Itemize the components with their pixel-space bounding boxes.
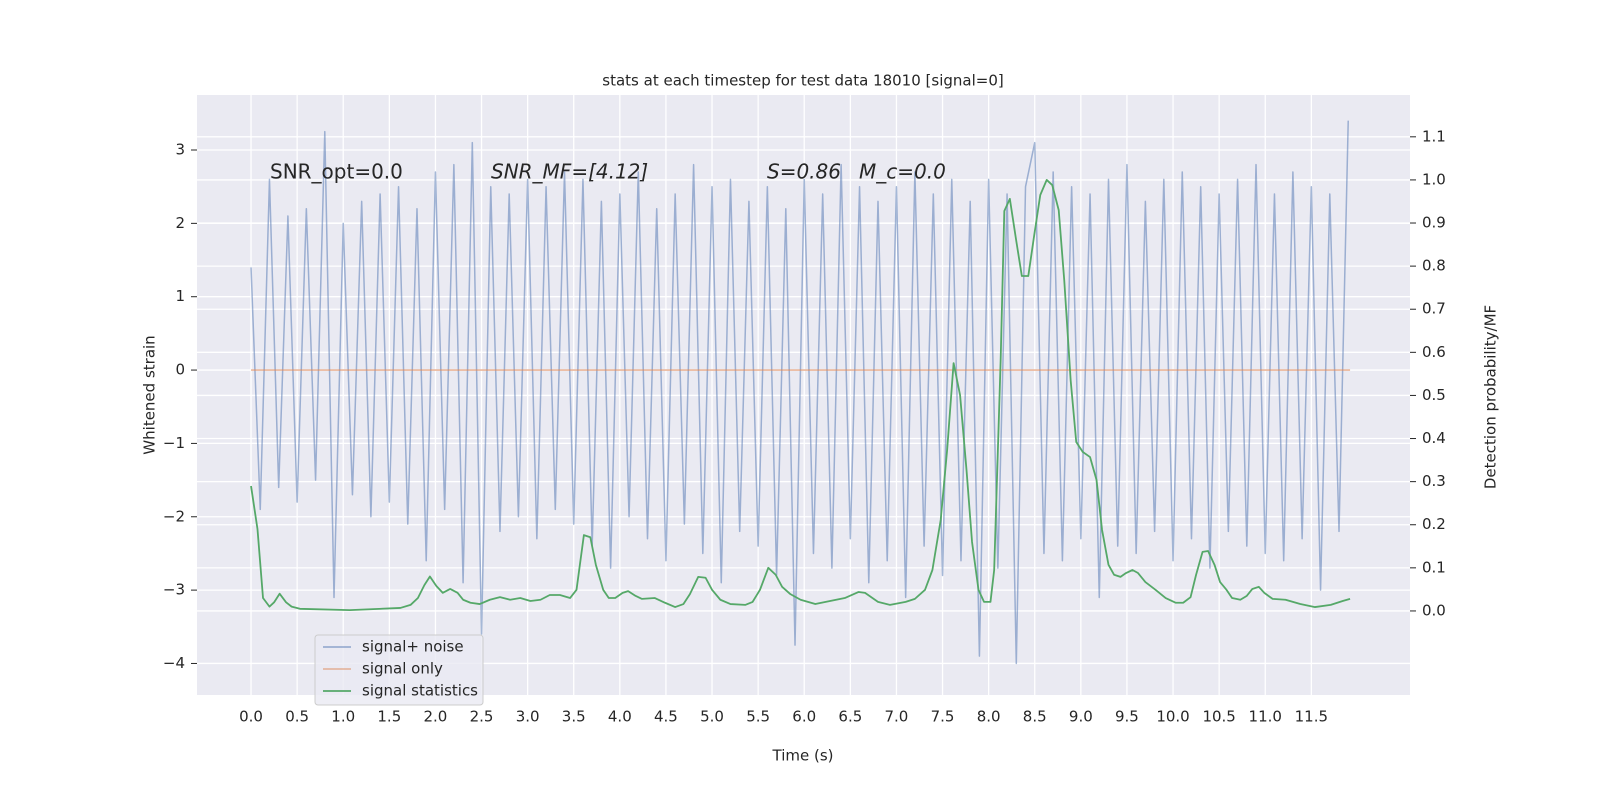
x-tick-label: 1.5 xyxy=(377,708,401,726)
x-tick-label: 4.5 xyxy=(654,708,678,726)
labels: 0.0 0.5 1.0 1.5 2.0 2.5 3.0 3.5 4.0 4.5 5.0 5.5 6.0 6… xyxy=(163,127,1446,725)
x-tick-label: 10.5 xyxy=(1202,708,1235,726)
legend: signal+ noise signal only signal statistic… xyxy=(314,634,484,706)
x-tick-label: 8.0 xyxy=(977,708,1001,726)
y-tick-label: 2 xyxy=(175,214,185,232)
series-line xyxy=(250,179,1351,611)
chart-title: stats at each timestep for test data 180… xyxy=(602,72,1003,90)
y2-tick-label: 0.8 xyxy=(1422,257,1446,275)
x-tick-label: 1.0 xyxy=(331,708,355,726)
x-tick-label: 5.5 xyxy=(746,708,770,726)
y2-tick-label: 0.1 xyxy=(1422,558,1446,576)
y2-tick-label: 0.3 xyxy=(1422,472,1446,490)
y2-tick-label: 0.4 xyxy=(1422,429,1446,447)
y-tick-label: −1 xyxy=(163,434,185,452)
y2-tick-label: 1.0 xyxy=(1422,170,1446,188)
x-tick-label: 2.5 xyxy=(470,708,494,726)
y-axis-label: Whitened strain xyxy=(141,335,159,454)
y-tick-label: −3 xyxy=(163,581,185,599)
y2-axis-label: Detection probability/MF xyxy=(1482,305,1500,489)
annotation: S=0.86 xyxy=(767,160,841,184)
series-line xyxy=(250,120,1349,665)
x-tick-label: 7.5 xyxy=(931,708,955,726)
x-tick-label: 7.0 xyxy=(885,708,909,726)
legend-label: signal+ noise xyxy=(362,638,464,656)
annotation: SNR_opt=0.0 xyxy=(270,160,403,184)
x-tick-label: 11.0 xyxy=(1249,708,1282,726)
y-tick-label: 1 xyxy=(175,287,185,305)
x-tick-label: 11.5 xyxy=(1295,708,1328,726)
legend-label: signal statistics xyxy=(362,682,478,700)
y2-tick-label: 0.0 xyxy=(1422,601,1446,619)
x-tick-label: 9.0 xyxy=(1069,708,1093,726)
x-tick-label: 6.0 xyxy=(792,708,816,726)
annotation: SNR_MF=[4.12] xyxy=(491,160,648,184)
legend-label: signal only xyxy=(362,660,443,678)
x-tick-label: 9.5 xyxy=(1115,708,1139,726)
x-tick-label: 3.5 xyxy=(562,708,586,726)
y-tick-label: 0 xyxy=(175,361,185,379)
legend-box xyxy=(314,634,484,706)
y2-tick-label: 0.2 xyxy=(1422,515,1446,533)
y2-tick-label: 0.6 xyxy=(1422,343,1446,361)
y2-tick-label: 0.5 xyxy=(1422,386,1446,404)
x-tick-label: 5.0 xyxy=(700,708,724,726)
y2-tick-label: 1.1 xyxy=(1422,127,1446,145)
y-tick-label: 3 xyxy=(175,141,185,159)
x-tick-label: 8.5 xyxy=(1023,708,1047,726)
x-tick-label: 3.0 xyxy=(516,708,540,726)
annotation: M_c=0.0 xyxy=(859,160,946,184)
y2-tick-label: 0.7 xyxy=(1422,300,1446,318)
x-tick-label: 10.0 xyxy=(1156,708,1189,726)
x-tick-label: 0.5 xyxy=(285,708,309,726)
x-tick-label: 0.0 xyxy=(239,708,263,726)
y-tick-label: −2 xyxy=(163,507,185,525)
marks xyxy=(250,120,1351,665)
x-tick-label: 6.5 xyxy=(838,708,862,726)
x-tick-label: 4.0 xyxy=(608,708,632,726)
x-tick-label: 2.0 xyxy=(424,708,448,726)
y-tick-label: −4 xyxy=(163,654,185,672)
y2-tick-label: 0.9 xyxy=(1422,214,1446,232)
x-axis-label: Time (s) xyxy=(772,747,834,765)
